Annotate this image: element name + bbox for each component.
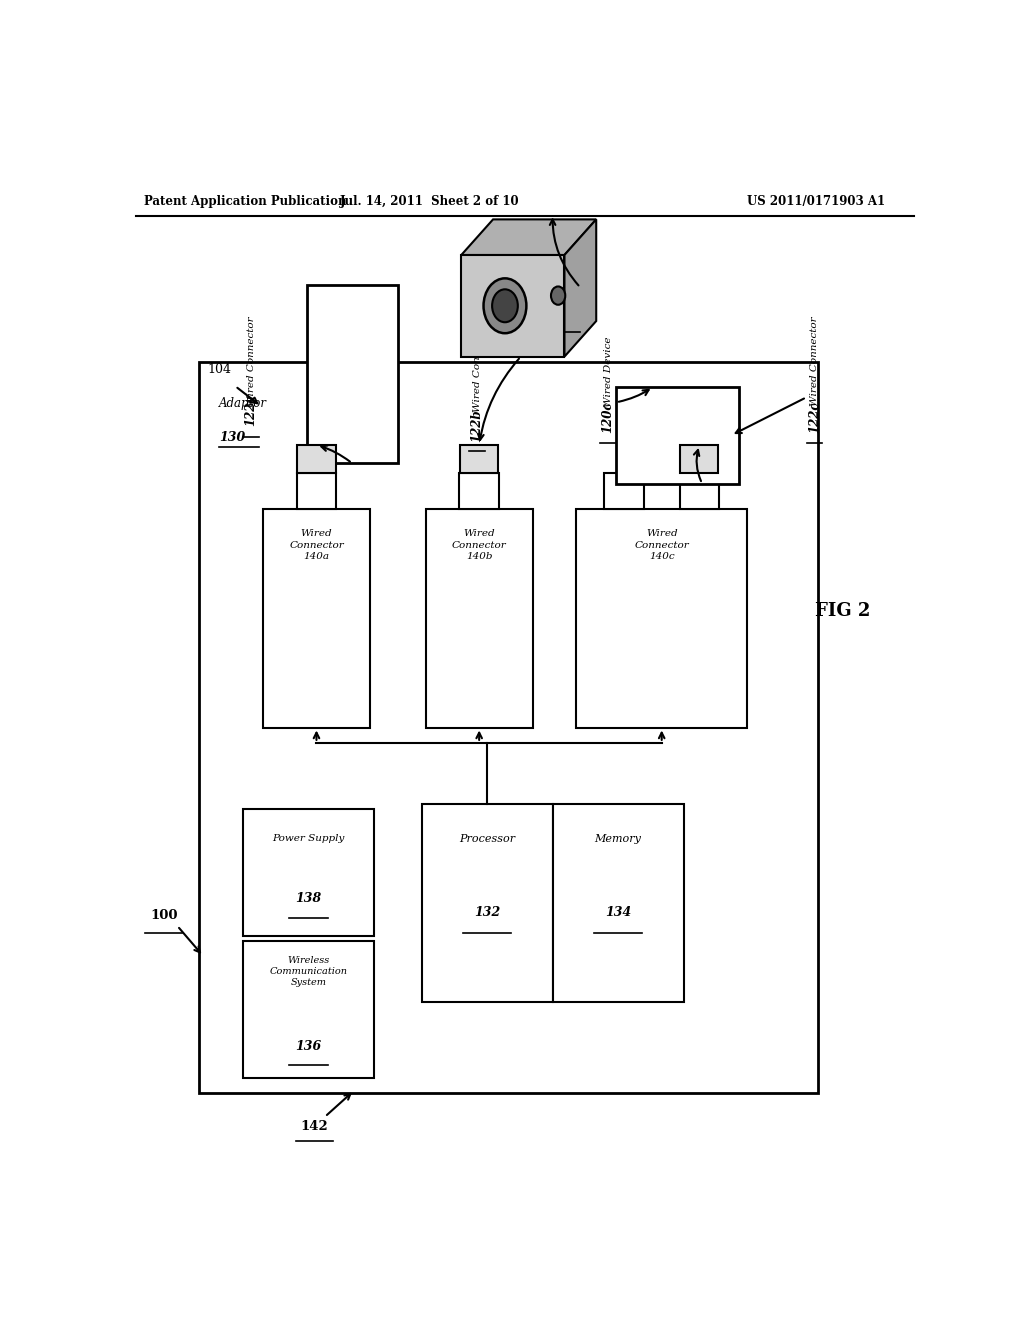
Text: 122a: 122a	[245, 395, 257, 426]
Text: Wired Connector: Wired Connector	[473, 322, 481, 412]
Circle shape	[483, 279, 526, 333]
Text: 100: 100	[150, 909, 177, 923]
Polygon shape	[461, 219, 596, 255]
Text: 122c: 122c	[808, 401, 821, 433]
Text: Memory: Memory	[595, 834, 641, 845]
Text: 120b: 120b	[566, 289, 579, 322]
Bar	[577, 510, 748, 727]
Text: 132: 132	[474, 907, 501, 919]
Text: 120c: 120c	[602, 401, 614, 433]
Text: Wired
Connector
140b: Wired Connector 140b	[452, 529, 507, 561]
Bar	[680, 474, 719, 510]
Text: 142: 142	[301, 1119, 329, 1133]
Bar	[680, 445, 719, 474]
Text: Wired Device: Wired Device	[603, 337, 612, 407]
Text: Power Supply: Power Supply	[272, 834, 345, 843]
Text: 138: 138	[295, 892, 322, 906]
Bar	[460, 474, 499, 510]
Text: Wired Connector: Wired Connector	[247, 317, 256, 407]
Text: Wired Device: Wired Device	[568, 224, 577, 296]
Bar	[422, 804, 553, 1002]
Bar	[616, 387, 739, 483]
Text: 130: 130	[219, 430, 246, 444]
Polygon shape	[564, 219, 596, 356]
Text: Adaptor: Adaptor	[219, 397, 267, 411]
Text: Wireless
Communication
System: Wireless Communication System	[269, 956, 347, 987]
Text: Wired
Connector
140a: Wired Connector 140a	[289, 529, 344, 561]
Bar	[243, 941, 374, 1078]
Text: Wired
Connector
140c: Wired Connector 140c	[634, 529, 689, 561]
Text: 134: 134	[605, 907, 631, 919]
Text: Wired Device
120c: Wired Device 120c	[642, 425, 713, 445]
Bar	[297, 445, 336, 474]
Bar	[604, 474, 644, 510]
Bar	[263, 510, 370, 727]
Text: Wired Device
120a: Wired Device 120a	[342, 339, 362, 409]
Text: US 2011/0171903 A1: US 2011/0171903 A1	[748, 194, 885, 207]
Text: Jul. 14, 2011  Sheet 2 of 10: Jul. 14, 2011 Sheet 2 of 10	[340, 194, 519, 207]
Circle shape	[551, 286, 565, 305]
Text: FIG 2: FIG 2	[814, 602, 870, 619]
Bar	[243, 809, 374, 936]
Text: 136: 136	[295, 1040, 322, 1053]
Text: Wired Connector: Wired Connector	[810, 317, 819, 407]
Bar	[200, 362, 818, 1093]
Bar	[553, 804, 684, 1002]
Bar	[297, 474, 336, 510]
Bar	[306, 285, 397, 463]
Bar	[460, 445, 499, 474]
Bar	[426, 510, 532, 727]
Text: 104: 104	[207, 363, 231, 376]
Text: Patent Application Publication: Patent Application Publication	[143, 194, 346, 207]
Text: Processor: Processor	[459, 834, 515, 845]
Polygon shape	[461, 255, 564, 356]
Circle shape	[493, 289, 518, 322]
Text: 122b: 122b	[471, 409, 483, 442]
